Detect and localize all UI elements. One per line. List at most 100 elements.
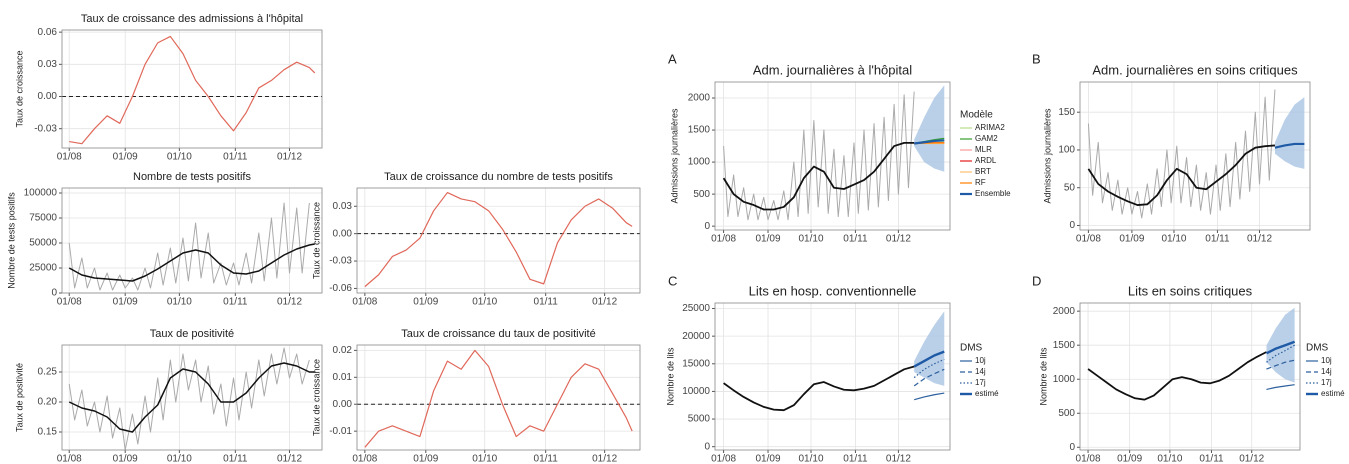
y-tick-label: 1500 xyxy=(688,125,711,136)
x-tick-label: 01/12 xyxy=(1239,454,1264,464)
x-tick-label: 01/10 xyxy=(1161,234,1186,245)
plot-background xyxy=(1080,82,1310,230)
y-tick-label: 10000 xyxy=(682,386,710,397)
x-tick-label: 01/12 xyxy=(592,454,617,464)
plot-background xyxy=(62,345,322,450)
y-tick-label: 0 xyxy=(704,441,710,452)
y-tick-label: 500 xyxy=(1058,408,1075,419)
y-tick-label: 0 xyxy=(51,288,57,299)
y-tick-label: 0 xyxy=(1069,220,1075,231)
y-tick-label: 0.01 xyxy=(333,372,353,383)
y-tick-label: -0.03 xyxy=(34,123,57,134)
legend-label: 17j xyxy=(975,378,986,387)
legend-label: 10j xyxy=(1321,356,1332,365)
plot-border xyxy=(714,81,951,231)
y-axis-label: Nombre de lits xyxy=(665,347,675,406)
series-line xyxy=(364,191,633,288)
x-tick-label: 01/08 xyxy=(57,454,82,464)
series-line xyxy=(1266,384,1295,391)
legend-label: Ensemble xyxy=(975,189,1011,198)
panel-label: A xyxy=(668,51,677,66)
plot-border xyxy=(356,344,641,451)
panel-label: D xyxy=(1032,273,1041,288)
y-tick-label: 50 xyxy=(1064,182,1076,193)
series-line xyxy=(913,368,945,387)
y-tick-label: 2000 xyxy=(688,93,711,104)
y-tick-label: 0 xyxy=(1069,442,1075,453)
legend-label: 17j xyxy=(1321,378,1332,387)
y-tick-label: 0.03 xyxy=(333,201,353,212)
forecast-band xyxy=(914,311,945,386)
y-tick-label: 0.06 xyxy=(38,27,58,38)
forecast-band xyxy=(1274,97,1305,169)
legend-label: 14j xyxy=(975,367,986,376)
chart-title: Taux de croissance des admissions à l'hô… xyxy=(81,13,303,25)
chart-title: Nombre de tests positifs xyxy=(133,171,251,183)
x-tick-label: 01/09 xyxy=(113,454,138,464)
x-tick-label: 01/08 xyxy=(352,297,377,308)
chart-title: Lits en hosp. conventionnelle xyxy=(749,283,917,298)
y-tick-label: 100000 xyxy=(24,188,58,199)
x-tick-label: 01/10 xyxy=(798,454,823,464)
series-line xyxy=(68,362,315,433)
x-tick-label: 01/11 xyxy=(223,454,248,464)
series-line xyxy=(1274,142,1305,149)
chart-title: Taux de croissance du taux de positivité xyxy=(401,328,595,340)
plot-border xyxy=(1079,81,1311,231)
x-tick-label: 01/08 xyxy=(711,234,736,245)
y-axis-label: Taux de croissance xyxy=(311,202,321,279)
y-tick-label: 15000 xyxy=(682,358,710,369)
plot-background xyxy=(1080,303,1300,450)
plot-border xyxy=(61,29,323,149)
chart-title: Taux de positivité xyxy=(150,328,234,340)
series-line xyxy=(913,350,945,368)
plot-background xyxy=(62,30,322,148)
y-axis-label: Admissions journalières xyxy=(669,108,679,204)
y-tick-label: 1000 xyxy=(1053,374,1076,385)
series-line xyxy=(364,349,633,448)
series-line xyxy=(723,91,915,221)
y-tick-label: 20000 xyxy=(682,331,710,342)
y-tick-label: 0.00 xyxy=(333,399,353,410)
plot-border xyxy=(61,187,323,294)
forecast-band xyxy=(914,85,945,172)
chart-title: Taux de croissance du nombre de tests po… xyxy=(384,171,613,183)
plot-background xyxy=(62,188,322,293)
legend-label: 14j xyxy=(1321,367,1332,376)
legend-title: DMS xyxy=(1306,343,1329,354)
x-tick-label: 01/08 xyxy=(57,152,82,163)
series-line xyxy=(69,35,316,145)
x-tick-label: 01/09 xyxy=(413,297,438,308)
x-tick-label: 01/09 xyxy=(756,454,781,464)
x-tick-label: 01/12 xyxy=(277,297,302,308)
y-tick-label: 25000 xyxy=(29,263,57,274)
series-line xyxy=(1265,340,1296,355)
x-tick-label: 01/11 xyxy=(223,297,248,308)
x-tick-label: 01/10 xyxy=(167,454,192,464)
x-tick-label: 01/11 xyxy=(843,234,868,245)
y-tick-label: 100 xyxy=(1058,145,1075,156)
series-line xyxy=(1266,359,1295,370)
legend-label: estimé xyxy=(975,389,999,398)
x-tick-label: 01/09 xyxy=(1119,234,1144,245)
y-tick-label: 2000 xyxy=(1053,306,1076,317)
x-tick-label: 01/11 xyxy=(1205,234,1230,245)
y-axis-label: Admissions journalières xyxy=(1042,108,1052,204)
legend-label: ARIMA2 xyxy=(975,123,1005,132)
series-line xyxy=(1087,351,1267,401)
chart-title: Lits en soins critiques xyxy=(1128,283,1253,298)
chart-title: Adm. journalières à l'hôpital xyxy=(753,62,912,77)
y-tick-label: 1500 xyxy=(1053,340,1076,351)
x-tick-label: 01/09 xyxy=(1117,454,1142,464)
x-tick-label: 01/11 xyxy=(1199,454,1224,464)
legend-label: 10j xyxy=(975,356,986,365)
y-axis-label: Taux de positivité xyxy=(14,363,24,432)
x-tick-label: 01/12 xyxy=(1247,234,1272,245)
x-tick-label: 01/10 xyxy=(472,297,497,308)
x-tick-label: 01/11 xyxy=(534,297,559,308)
x-tick-label: 01/08 xyxy=(352,454,377,464)
y-tick-label: -0.03 xyxy=(329,256,352,267)
y-tick-label: 0.15 xyxy=(38,427,58,438)
x-tick-label: 01/10 xyxy=(167,297,192,308)
x-tick-label: 01/10 xyxy=(472,454,497,464)
